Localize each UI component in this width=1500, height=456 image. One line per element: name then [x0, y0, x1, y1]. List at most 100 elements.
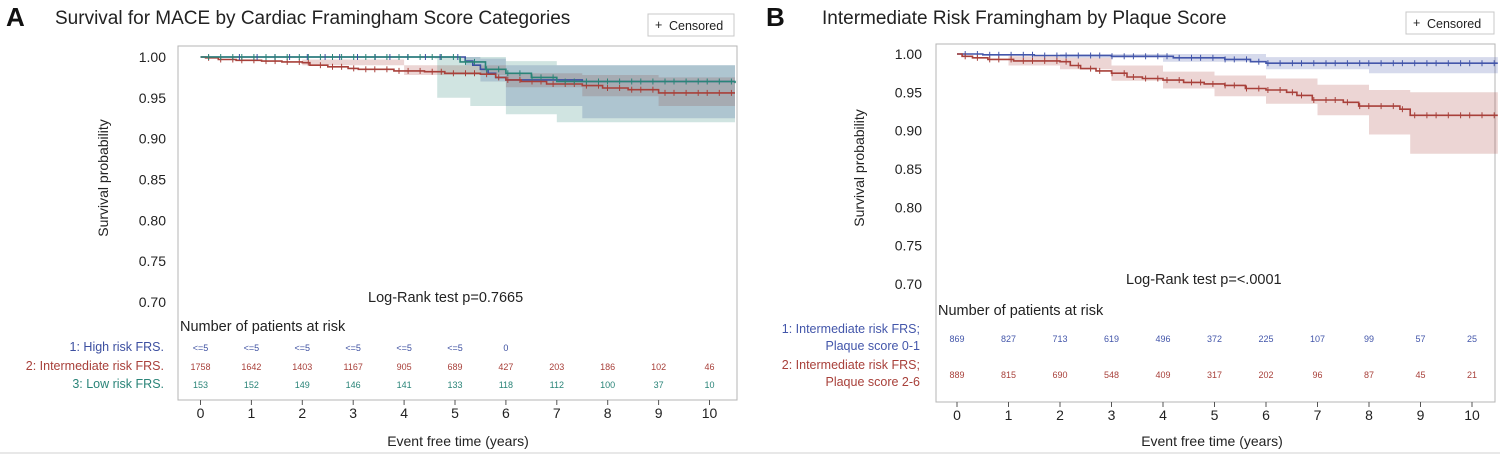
y-tick-label: 0.90: [895, 123, 922, 139]
panel-a-risk-title: Number of patients at risk: [180, 319, 346, 335]
panel-b: B Intermediate Risk Framingham by Plaque…: [766, 2, 1498, 449]
x-tick-label: 2: [1056, 407, 1064, 423]
risk-count: 690: [1052, 370, 1067, 380]
x-tick-label: 3: [349, 405, 357, 421]
panel-a-group-2-label: 2: Intermediate risk FRS.: [26, 359, 164, 373]
risk-count: 118: [499, 380, 513, 390]
risk-count: 112: [550, 380, 564, 390]
x-tick-label: 3: [1108, 407, 1116, 423]
risk-count: 21: [1467, 370, 1477, 380]
risk-count: 496: [1155, 334, 1170, 344]
panel-b-y-label: Survival probability: [851, 109, 867, 227]
panel-b-logrank: Log-Rank test p=<.0001: [1126, 272, 1282, 288]
y-tick-label: 0.90: [139, 131, 166, 147]
y-tick-label: 0.70: [139, 294, 166, 310]
risk-count: 153: [193, 380, 208, 390]
panel-a-x-axis: 0 1 2 3 4 5 6 7 8 9 10: [197, 400, 717, 421]
risk-count: 37: [654, 380, 664, 390]
panel-b-title: Intermediate Risk Framingham by Plaque S…: [822, 8, 1226, 29]
y-tick-label: 0.85: [895, 161, 922, 177]
risk-count: 409: [1155, 370, 1170, 380]
panel-b-x-label: Event free time (years): [1141, 433, 1283, 449]
panel-a-x-label: Event free time (years): [387, 433, 529, 449]
risk-count: 46: [704, 362, 714, 372]
x-tick-label: 0: [953, 407, 961, 423]
x-tick-label: 7: [553, 405, 561, 421]
risk-count: 186: [600, 362, 615, 372]
y-tick-label: 0.95: [895, 84, 922, 100]
panel-a-group-1-label: 1: High risk FRS.: [70, 340, 164, 354]
risk-count: 827: [1001, 334, 1016, 344]
risk-count: 905: [397, 362, 412, 372]
panel-a-y-label: Survival probability: [95, 119, 111, 237]
risk-count: 87: [1364, 370, 1374, 380]
panel-b-risk-counts: 869 827 713 619 496 372 225 107 99 57 25 889 815 690 5…: [949, 334, 1477, 380]
panel-a-legend-marker: +: [655, 18, 662, 32]
panel-a-title: Survival for MACE by Cardiac Framingham …: [55, 8, 570, 29]
risk-count: <=5: [345, 343, 361, 353]
panel-b-letter: B: [766, 2, 785, 32]
x-tick-label: 6: [1262, 407, 1270, 423]
x-tick-label: 6: [502, 405, 510, 421]
x-tick-label: 8: [604, 405, 612, 421]
risk-count: 141: [397, 380, 412, 390]
panel-b-group-2-label-line1: 2: Intermediate risk FRS;: [782, 358, 920, 372]
risk-count: <=5: [193, 343, 209, 353]
risk-count: 152: [244, 380, 259, 390]
risk-count: 202: [1258, 370, 1273, 380]
risk-count: 100: [600, 380, 615, 390]
survival-curve-series-2: [200, 56, 735, 94]
x-tick-label: 4: [1159, 407, 1167, 423]
risk-count: 149: [295, 380, 310, 390]
panel-b-group-1-label-line2: Plaque score 0-1: [825, 339, 920, 353]
risk-count: 0: [503, 343, 508, 353]
risk-count: 146: [346, 380, 361, 390]
risk-count: 869: [949, 334, 964, 344]
risk-count: 57: [1415, 334, 1425, 344]
survival-curve-series-1: [200, 56, 735, 83]
risk-count: 548: [1104, 370, 1119, 380]
risk-count: 1642: [241, 362, 261, 372]
x-tick-label: 10: [1464, 407, 1480, 423]
risk-count: 10: [704, 380, 714, 390]
risk-count: 133: [447, 380, 462, 390]
risk-count: 372: [1207, 334, 1222, 344]
panel-a-confidence-bands: [200, 57, 735, 123]
confidence-band-series-2: [200, 57, 735, 111]
panel-b-confidence-bands: [957, 54, 1498, 154]
panel-b-legend-box: [1405, 11, 1495, 35]
y-tick-label: 0.80: [895, 199, 922, 215]
panel-b-legend-marker: +: [1413, 16, 1420, 30]
panel-b-survival-curves: [957, 53, 1498, 117]
risk-count: 889: [949, 370, 964, 380]
risk-count: <=5: [244, 343, 260, 353]
y-tick-label: 0.80: [139, 212, 166, 228]
y-tick-label: 1.00: [139, 49, 166, 65]
risk-count: 102: [651, 362, 666, 372]
x-tick-label: 1: [248, 405, 256, 421]
survival-curve-series-1: [957, 53, 1498, 64]
risk-count: 1403: [292, 362, 312, 372]
panel-b-risk-title: Number of patients at risk: [938, 303, 1104, 319]
confidence-band-series-3: [200, 57, 735, 123]
x-tick-label: 7: [1314, 407, 1322, 423]
panel-a-censor-marks: [208, 54, 732, 96]
panel-b-group-2-label-line2: Plaque score 2-6: [825, 375, 920, 389]
y-tick-label: 0.70: [895, 276, 922, 292]
panel-a-legend-label: Censored: [669, 19, 723, 33]
risk-count: 99: [1364, 334, 1374, 344]
x-tick-label: 5: [1211, 407, 1219, 423]
risk-count: 107: [1310, 334, 1325, 344]
panel-a-risk-counts: <=5 <=5 <=5 <=5 <=5 <=5 0 1758 1642 1403 1167 905 68…: [190, 343, 714, 390]
risk-count: 1167: [344, 362, 363, 372]
risk-count: 203: [549, 362, 564, 372]
panel-b-plot-frame: [935, 43, 1496, 403]
panel-a-plot-frame: [177, 45, 738, 401]
risk-count: <=5: [447, 343, 463, 353]
risk-count: 815: [1001, 370, 1016, 380]
risk-count: 619: [1104, 334, 1119, 344]
panel-a-legend-box: [647, 13, 735, 37]
risk-count: 1758: [190, 362, 210, 372]
survival-curve-series-3: [200, 56, 736, 84]
